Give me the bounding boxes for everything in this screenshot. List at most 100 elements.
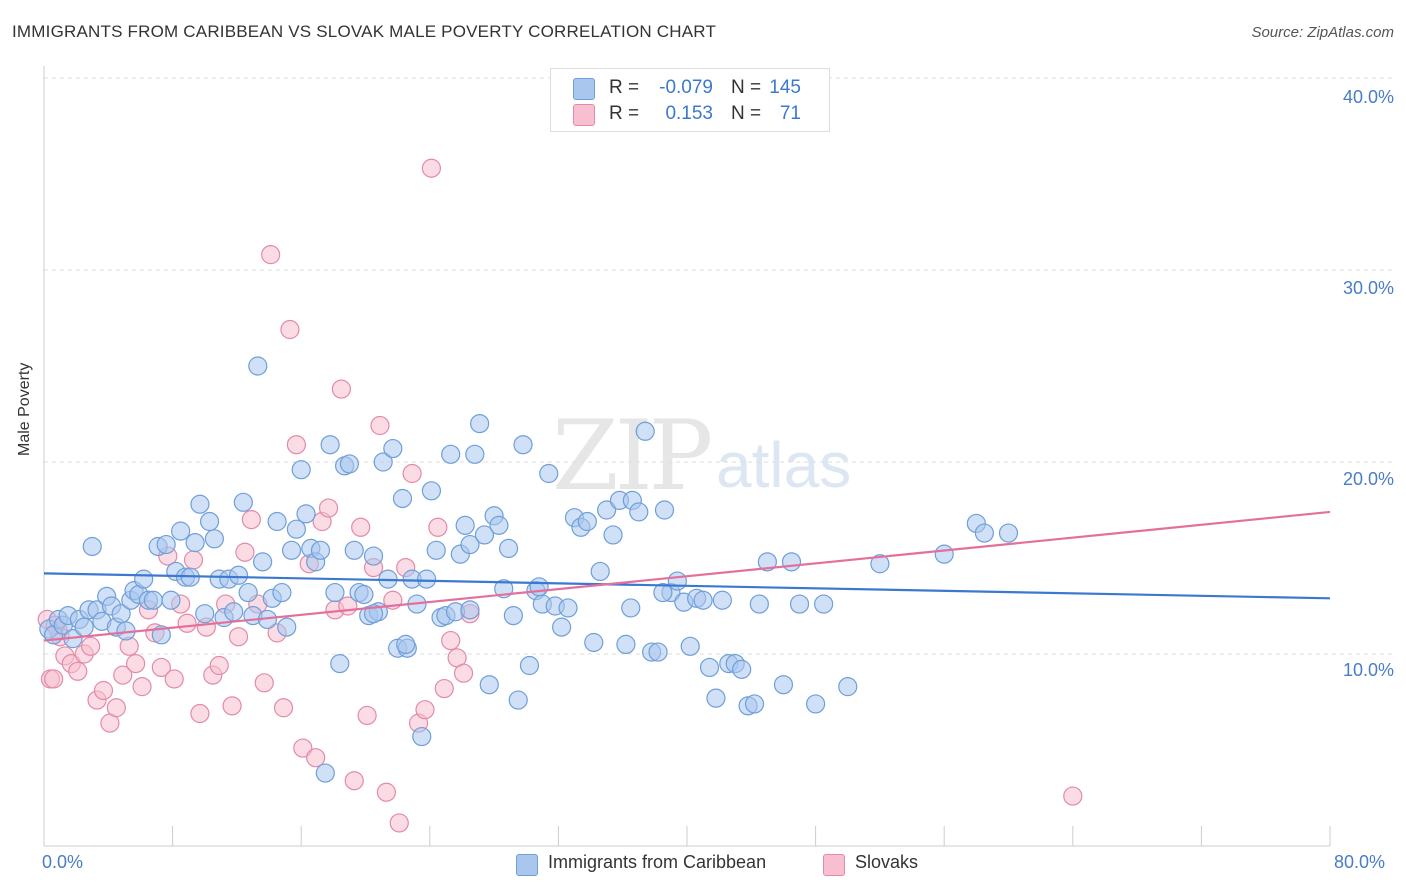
slovaks-point (280, 319, 300, 340)
caribbean-point (757, 552, 777, 572)
caribbean-point (416, 569, 437, 589)
caribbean-point (267, 511, 287, 532)
caribbean-point (238, 582, 258, 603)
slovaks-point (318, 498, 339, 518)
slovaks-point (286, 435, 306, 455)
caribbean-point (354, 584, 374, 605)
caribbean-point (363, 546, 384, 566)
caribbean-point (190, 494, 210, 514)
slovaks-point (151, 657, 171, 678)
trend-lines (43, 510, 1331, 642)
caribbean-point (712, 590, 732, 610)
caribbean-point (781, 552, 802, 572)
series-swatch-blue (516, 854, 538, 876)
caribbean-point (597, 500, 617, 520)
slovaks-point (235, 542, 255, 562)
caribbean-point (998, 523, 1019, 543)
legend-r-value: -0.079 (659, 77, 713, 98)
slovaks-point (106, 698, 126, 718)
caribbean-point (373, 452, 393, 472)
caribbean-point (629, 502, 649, 522)
chart-title: IMMIGRANTS FROM CARIBBEAN VS SLOVAK MALE… (12, 22, 717, 41)
slovaks-point (453, 663, 474, 683)
caribbean-point (320, 435, 340, 455)
caribbean-point (513, 435, 533, 455)
caribbean-point (339, 454, 360, 474)
caribbean-point (814, 594, 834, 614)
slovaks-point (306, 748, 326, 768)
slovaks-point (273, 698, 294, 718)
slovaks-point (183, 550, 204, 570)
slovaks-point (209, 655, 229, 676)
caribbean-point (693, 590, 713, 610)
caribbean-trend-line (43, 572, 1331, 600)
caribbean-point (248, 356, 268, 376)
caribbean-point (838, 677, 858, 697)
slovaks-point (261, 245, 281, 265)
caribbean-point (654, 500, 675, 520)
slovaks-point (434, 678, 454, 699)
caribbean-point (383, 438, 403, 459)
caribbean-point (577, 511, 597, 532)
slovaks-point (428, 517, 448, 537)
slovaks-point (415, 700, 435, 720)
y-axis-label: Male Poverty (16, 362, 33, 456)
caribbean-point (344, 540, 364, 560)
caribbean-point (699, 657, 720, 678)
legend-r-label: R = (609, 77, 640, 98)
caribbean-point (479, 675, 499, 695)
axes (43, 66, 1331, 847)
caribbean-point (470, 414, 490, 434)
caribbean-point (870, 554, 890, 574)
caribbean-point (272, 582, 292, 603)
y-tick-label: 40.0% (1342, 87, 1394, 107)
caribbean-point (156, 534, 176, 555)
correlation-legend: R = -0.079 N = 145 R = 0.153 N = 71 (550, 68, 830, 132)
legend-row-slovaks: R = 0.153 N = 71 (551, 101, 829, 127)
slovaks-point (376, 782, 396, 802)
caribbean-point (460, 600, 480, 620)
caribbean-point (363, 604, 384, 624)
caribbean-point (412, 726, 432, 747)
caribbean-point (185, 533, 205, 553)
caribbean-point (508, 690, 528, 710)
slovaks-point (254, 673, 274, 693)
slovaks-point (81, 636, 101, 656)
slovaks-point (44, 669, 64, 689)
slovaks-point (190, 703, 210, 724)
caribbean-point (732, 659, 752, 679)
slovaks-point (222, 696, 242, 716)
legend-r-label: R = (609, 103, 640, 124)
caribbean-point (744, 694, 765, 714)
slovaks-point (113, 665, 133, 685)
caribbean-point (460, 534, 480, 555)
caribbean-point (296, 504, 316, 524)
caribbean-point (441, 444, 461, 464)
caribbean-point (228, 565, 249, 585)
slovaks-point (421, 158, 442, 178)
y-tick-label: 10.0% (1342, 660, 1394, 680)
series-label-slovaks: Slovaks (855, 852, 919, 872)
slovaks-point (132, 677, 152, 697)
caribbean-point (974, 523, 994, 543)
caribbean-point (426, 540, 446, 560)
caribbean-point (82, 536, 102, 557)
slovaks-point (370, 415, 390, 436)
series-label-caribbean: Immigrants from Caribbean (548, 852, 767, 872)
caribbean-point (648, 642, 668, 662)
caribbean-point (474, 525, 495, 545)
caribbean-point (603, 525, 623, 545)
caribbean-point (667, 571, 687, 591)
caribbean-point (134, 569, 154, 589)
y-tick-label: 30.0% (1342, 278, 1394, 298)
caribbean-point (171, 521, 191, 541)
legend-n-value: 71 (779, 103, 801, 124)
slovaks-point (177, 613, 197, 633)
caribbean-point (310, 540, 331, 560)
slovaks-point (389, 813, 409, 833)
caribbean-point (465, 444, 485, 464)
caribbean-point (204, 529, 224, 549)
legend-n-label: N = (731, 103, 762, 124)
caribbean-point (552, 617, 572, 637)
caribbean-point (74, 617, 94, 637)
